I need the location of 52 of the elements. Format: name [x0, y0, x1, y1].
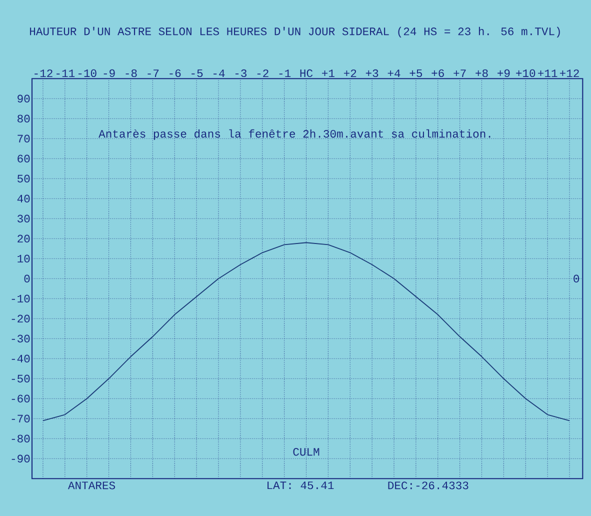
x-tick-label: +10 — [516, 69, 536, 78]
x-tick-label: +5 — [410, 69, 422, 78]
x-tick-label: -5 — [192, 69, 203, 78]
x-tick-label: +2 — [344, 69, 356, 78]
x-tick-label: +7 — [454, 70, 466, 78]
y-tick-label: 10 — [18, 254, 30, 262]
chart-title: HAUTEUR D'UN ASTRE SELON LES HEURES D'UN JOUR SIDERAL (24 HS = 23 h. 56 m.TVL) — [30, 26, 560, 38]
y-tick-label: 70 — [18, 134, 30, 142]
x-tick-label: +8 — [476, 69, 488, 78]
y-tick-label: -10 — [12, 294, 30, 302]
y-tick-label: -20 — [12, 314, 30, 322]
y-tick-label: 40 — [17, 194, 30, 202]
y-tick-label: 60 — [18, 154, 30, 162]
x-tick-label: -8 — [126, 69, 137, 78]
y-tick-label: 0 — [24, 274, 30, 282]
y-tick-label: -50 — [12, 374, 30, 382]
y-tick-label: 90 — [18, 94, 30, 102]
x-tick-label: -11 — [56, 70, 75, 78]
text: DEC:-26.4333 — [388, 482, 468, 490]
x-tick-label: +4 — [388, 70, 400, 78]
x-tick-label: +9 — [498, 69, 510, 78]
x-tick-label: -3 — [235, 69, 247, 78]
annotation: 0 — [574, 274, 580, 282]
y-tick-label: 20 — [18, 234, 30, 242]
y-tick-label: 30 — [18, 214, 30, 222]
y-tick-label: 80 — [18, 114, 30, 122]
x-tick-label: -9 — [104, 69, 115, 78]
x-tick-label: +12 — [560, 69, 579, 78]
x-tick-label: HC — [300, 69, 313, 78]
y-tick-label: -40 — [12, 354, 30, 362]
x-tick-label: +6 — [432, 69, 444, 78]
annotation: Antarès passe dans la fenêtre 2h.30m.avant sa culmination. — [98, 129, 490, 140]
x-tick-label: -4 — [214, 70, 225, 78]
x-tick-label: -7 — [148, 70, 159, 78]
x-tick-label: +11 — [538, 70, 558, 78]
y-tick-label: -80 — [12, 434, 30, 442]
text: ANTARES — [68, 482, 116, 490]
x-tick-label: +3 — [366, 69, 378, 78]
x-tick-label: -12 — [34, 69, 52, 78]
x-tick-label: +1 — [322, 70, 334, 78]
x-tick-label: -2 — [257, 69, 268, 78]
text: LAT: 45.41 — [268, 482, 334, 490]
y-tick-label: -30 — [12, 334, 30, 342]
y-tick-label: 50 — [18, 174, 30, 182]
y-tick-label: -60 — [12, 394, 30, 402]
line-series — [42, 242, 570, 422]
y-tick-label: -90 — [12, 454, 30, 462]
y-tick-label: -70 — [12, 414, 30, 422]
annotation: CULM — [293, 448, 320, 456]
x-tick-label: -10 — [78, 69, 96, 78]
x-tick-label: -6 — [170, 69, 181, 78]
x-tick-label: -1 — [279, 70, 291, 78]
